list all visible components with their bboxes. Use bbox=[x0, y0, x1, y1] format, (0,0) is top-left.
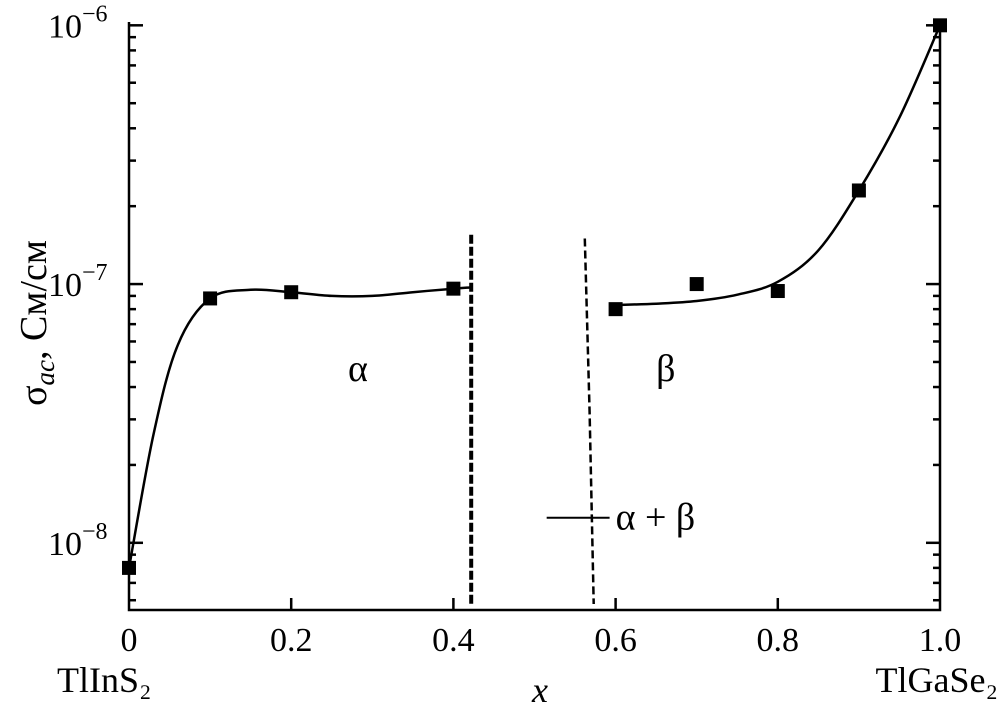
region-label: β bbox=[656, 348, 675, 390]
x-tick-label: 0.6 bbox=[594, 622, 637, 659]
phase-boundaries bbox=[469, 234, 595, 606]
x-tick-label: 0.8 bbox=[757, 622, 800, 659]
fit-curve bbox=[127, 286, 470, 569]
fit-curves bbox=[127, 24, 942, 569]
y-tick-label: 10−8 bbox=[48, 519, 108, 563]
data-point bbox=[203, 291, 218, 306]
x-tick-label: 1.0 bbox=[919, 622, 962, 659]
data-point bbox=[608, 302, 623, 317]
region-label: α + β bbox=[616, 497, 696, 539]
x-axis-ticks: 0 0.2 0.4 0.6 0.8 1.0 bbox=[121, 598, 962, 659]
y-axis-label-subscript: ac bbox=[30, 360, 60, 386]
data-point bbox=[689, 277, 704, 292]
left-endpoint-label: TlInS₂ bbox=[57, 660, 152, 700]
y-tick-label: 10−6 bbox=[48, 1, 108, 45]
plot-frame bbox=[127, 22, 942, 612]
x-tick-label: 0 bbox=[121, 622, 138, 659]
axis-lines bbox=[127, 22, 942, 612]
y-tick-label: 10−7 bbox=[48, 260, 108, 304]
data-point bbox=[446, 281, 461, 296]
data-point bbox=[770, 284, 785, 299]
x-tick-label: 0.2 bbox=[270, 622, 313, 659]
region-annotations: α β α + β bbox=[348, 348, 695, 539]
data-points bbox=[122, 18, 947, 575]
y-axis-ticks: 10−8 10−7 10−6 bbox=[48, 1, 940, 602]
y-axis-label: σac, См/см bbox=[13, 240, 60, 406]
x-axis-label: x bbox=[531, 670, 548, 710]
phase-boundary bbox=[583, 238, 595, 605]
data-point bbox=[284, 285, 299, 300]
x-tick-label: 0.4 bbox=[432, 622, 475, 659]
fit-curve bbox=[615, 24, 942, 307]
y-axis-label-symbol: σ bbox=[13, 385, 55, 405]
y-axis-label-units: , См/см bbox=[13, 240, 55, 360]
data-point bbox=[851, 183, 866, 198]
region-label: α bbox=[348, 348, 368, 390]
right-endpoint-label: TlGaSe₂ bbox=[875, 660, 998, 700]
